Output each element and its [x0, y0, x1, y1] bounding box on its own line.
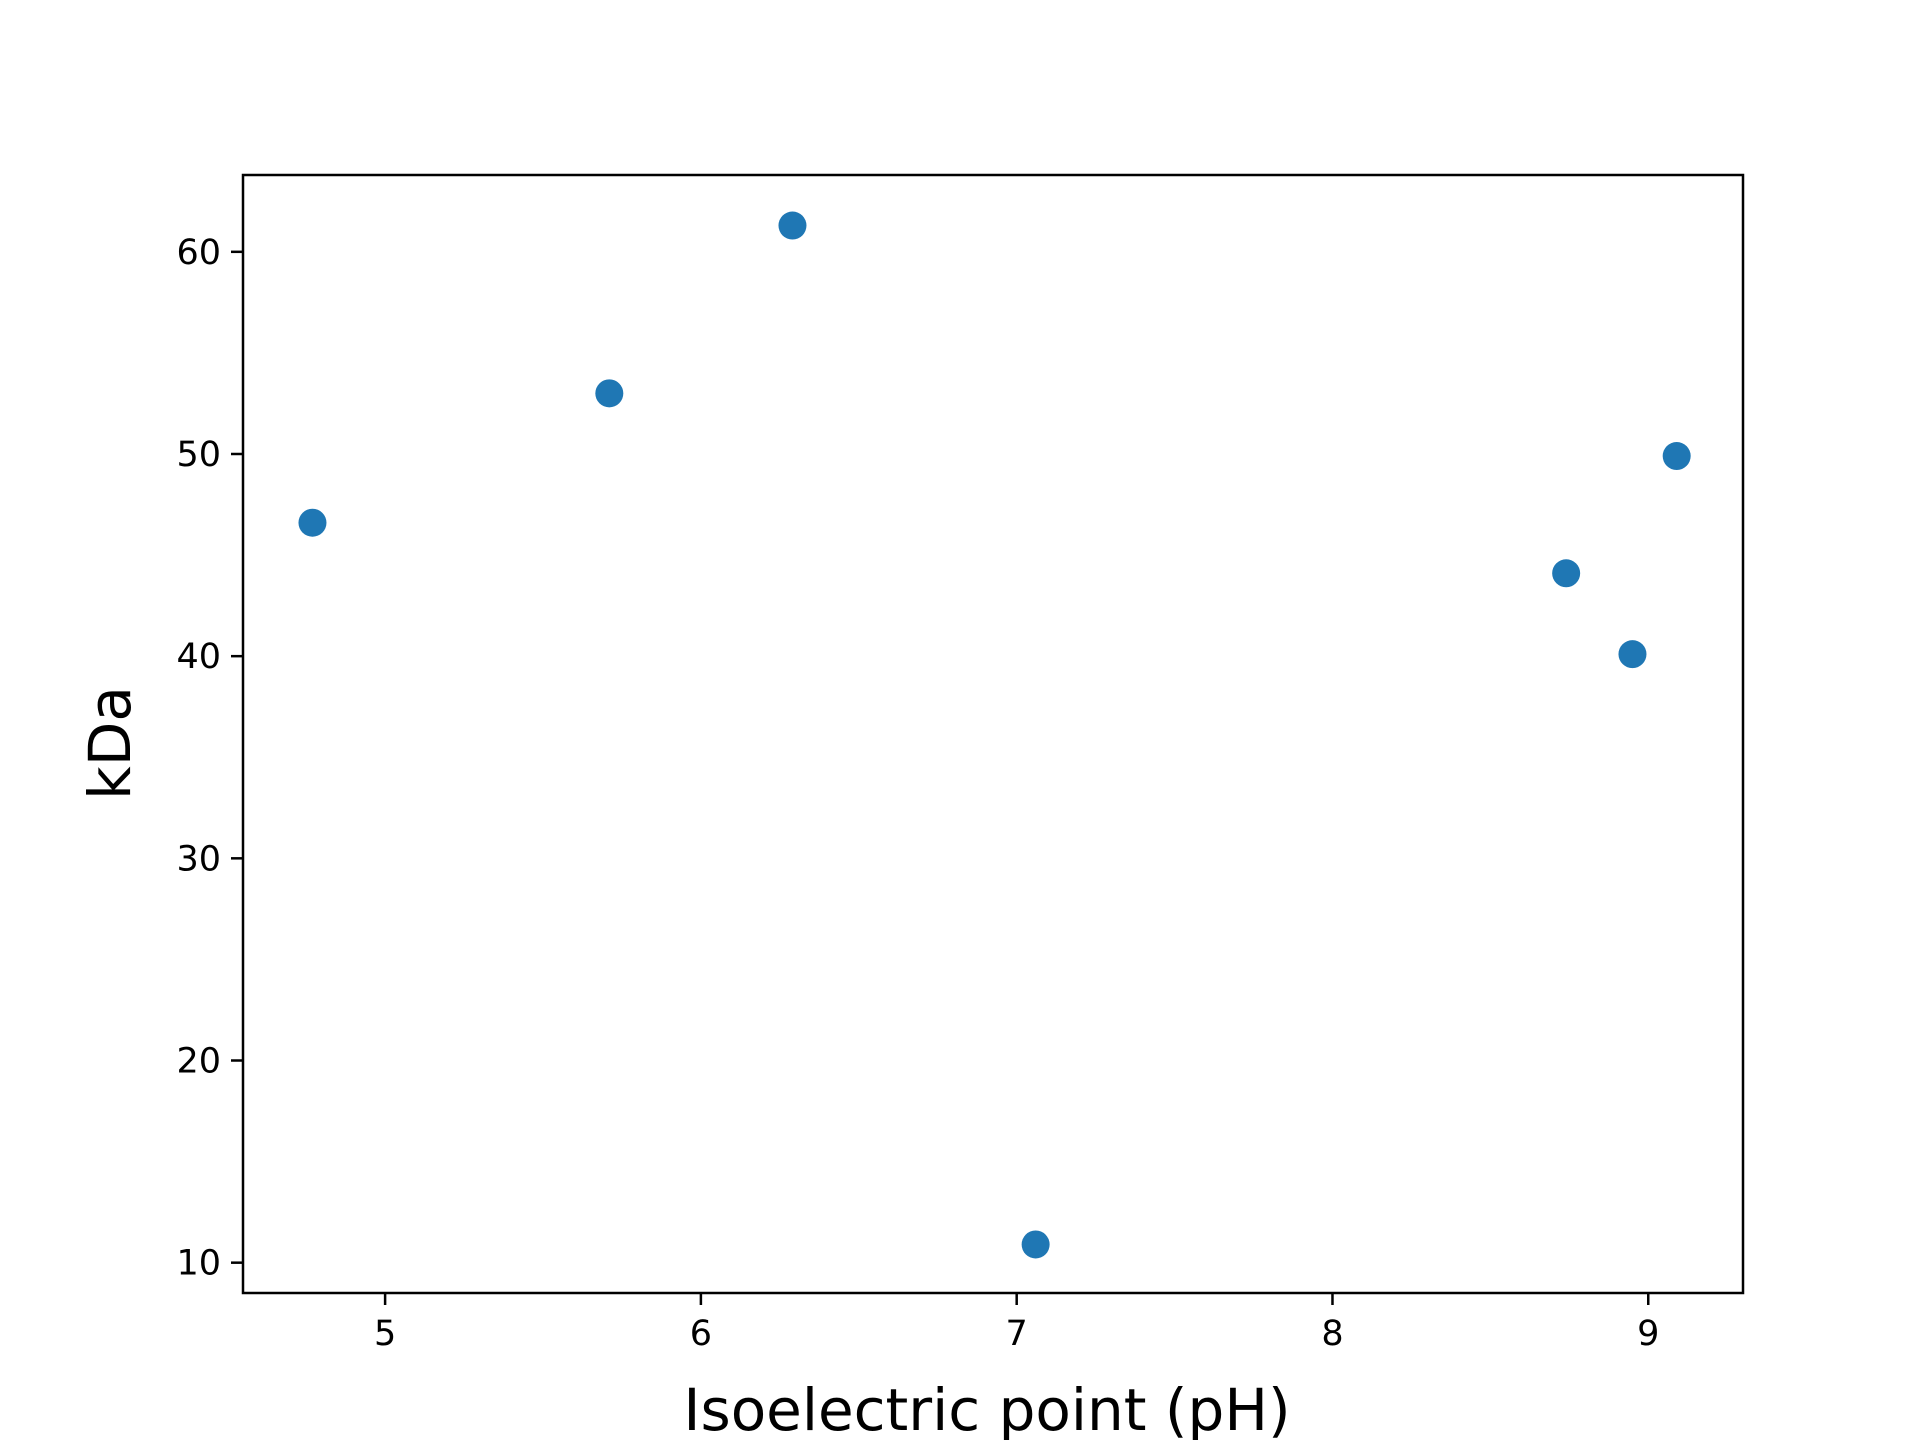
- data-point: [1662, 442, 1691, 471]
- y-tick-label: 20: [176, 1042, 221, 1082]
- y-tick-label: 40: [176, 637, 221, 677]
- data-point: [1618, 640, 1647, 669]
- y-tick-label: 50: [176, 435, 221, 475]
- x-axis-label: Isoelectric point (pH): [683, 1376, 1290, 1440]
- data-point: [778, 211, 807, 240]
- y-axis: 10 20 30 40 50 60: [176, 233, 243, 1284]
- x-tick-label: 5: [374, 1314, 396, 1354]
- plot-frame: [241, 173, 1745, 1295]
- data-point: [1021, 1230, 1050, 1259]
- x-tick-label: 9: [1637, 1314, 1659, 1354]
- data-point: [1552, 559, 1581, 588]
- x-tick-label: 6: [690, 1314, 712, 1354]
- data-point: [595, 379, 624, 408]
- plot-border: [241, 173, 1745, 1295]
- data-points: [298, 211, 1691, 1259]
- x-tick-label: 7: [1006, 1314, 1028, 1354]
- y-axis-label: kDa: [76, 686, 144, 800]
- data-point: [298, 508, 327, 537]
- x-axis: 5 6 7 8 9: [374, 1293, 1659, 1354]
- y-tick-label: 10: [176, 1244, 221, 1284]
- x-tick-label: 8: [1321, 1314, 1343, 1354]
- y-tick-label: 30: [176, 839, 221, 879]
- y-tick-label: 60: [176, 233, 221, 273]
